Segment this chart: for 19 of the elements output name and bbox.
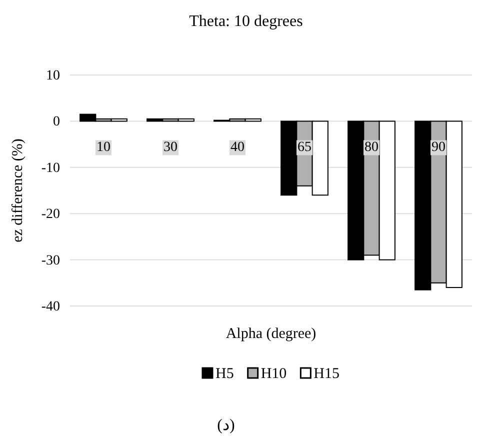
y-tick-label: -20	[41, 207, 60, 222]
y-tick-label: -30	[41, 253, 60, 268]
legend-label: H15	[314, 366, 340, 382]
y-axis-title: ez difference (%)	[10, 138, 26, 242]
chart-title: Theta: 10 degrees	[189, 13, 303, 30]
text: (د)	[217, 417, 235, 434]
legend-label: H10	[260, 366, 287, 382]
x-tick-label: 90	[432, 140, 446, 156]
y-tick-label: -10	[41, 160, 60, 176]
x-tick-label: 10	[96, 140, 110, 156]
legend-label: H5	[215, 366, 234, 382]
x-tick-label: 40	[230, 140, 244, 156]
x-tick-label: 80	[364, 140, 378, 156]
x-tick-label: 30	[164, 140, 178, 156]
y-tick-label: 10	[46, 68, 60, 84]
y-tick-label: 0	[53, 114, 60, 130]
x-axis-title: Alpha (degree)	[226, 326, 316, 342]
x-tick-label: 65	[298, 140, 312, 156]
y-tick-label: -40	[41, 299, 60, 314]
